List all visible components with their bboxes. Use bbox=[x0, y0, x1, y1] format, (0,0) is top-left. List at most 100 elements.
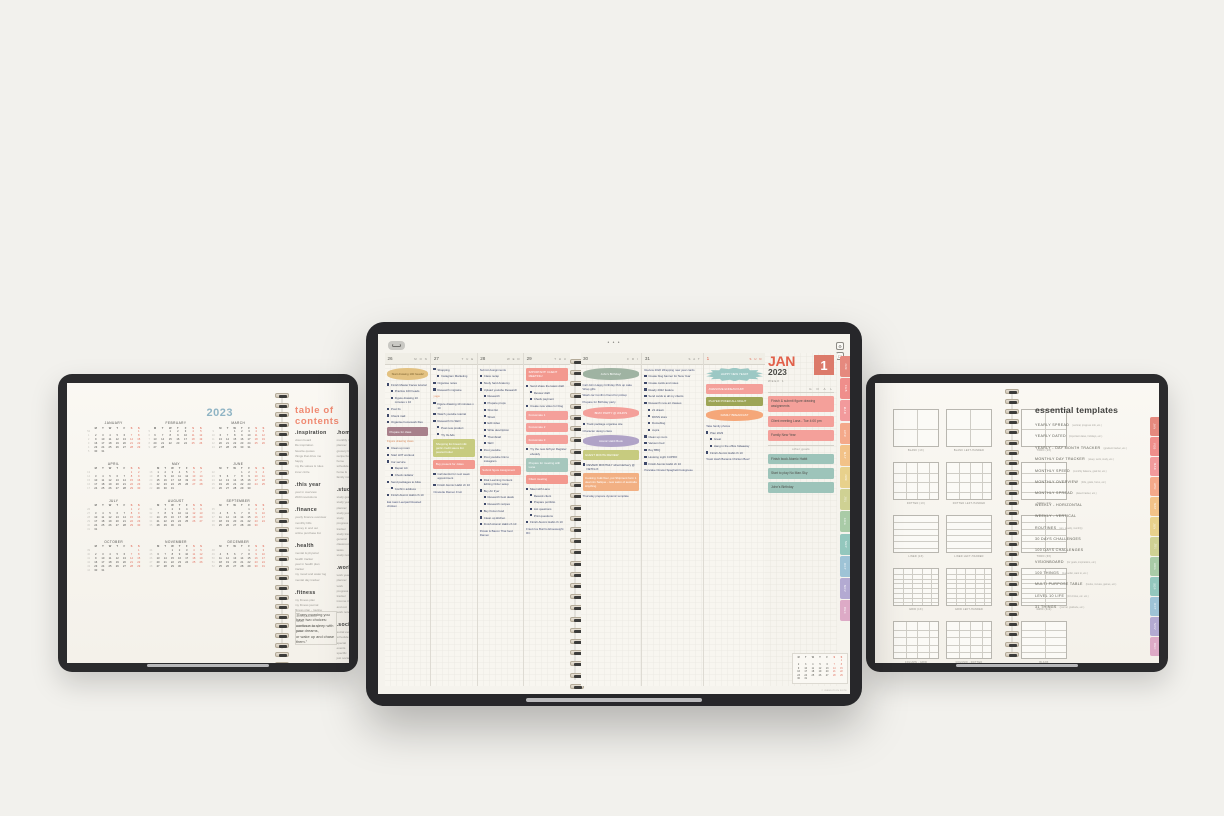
subtask-item[interactable]: Hang in the office hideaway bbox=[706, 444, 763, 448]
template-row[interactable]: VISIONBOARD (for goals, inspirations, etc… bbox=[1035, 560, 1143, 564]
template-row[interactable]: MONTHLY OVERVIEW (bills, goals, focus, et… bbox=[1035, 480, 1143, 484]
toc-line[interactable]: monthly meal planner bbox=[336, 438, 349, 448]
task-item[interactable]: Buy BBQ bbox=[644, 448, 701, 452]
checkbox-icon[interactable] bbox=[479, 516, 483, 519]
other-goal-cards[interactable]: Finish book Atomic Habit Start to play No… bbox=[768, 453, 834, 494]
checkbox-icon[interactable] bbox=[479, 489, 483, 492]
task-item[interactable]: Risk Learning Content Editing Order setu… bbox=[479, 478, 521, 486]
task-item[interactable]: Upload youtube Research bbox=[479, 388, 521, 392]
blob-sticker[interactable]: Atomic Habit Book bbox=[582, 435, 640, 448]
month-tab-mar[interactable]: MAR bbox=[1150, 457, 1159, 476]
checkbox-icon[interactable] bbox=[479, 448, 483, 452]
note-text[interactable]: Take family photos bbox=[706, 423, 731, 428]
checkbox-icon[interactable] bbox=[530, 514, 533, 517]
tablet-right-screen[interactable]: BLANK (1X) DOTTED (1X) LINED (1X) GRID (1X)… bbox=[875, 383, 1159, 663]
checkbox-icon[interactable] bbox=[479, 388, 483, 391]
subtask-item[interactable]: Confirm address bbox=[387, 487, 428, 491]
sticky-note[interactable]: Shopping list bread milk garlic credit s… bbox=[433, 439, 475, 457]
checkbox-icon[interactable] bbox=[648, 415, 651, 418]
task-item[interactable]: Plan 2023 bbox=[706, 431, 763, 435]
mini-month[interactable]: FEBRUARY M T W T F S S 5 1 2 3 4 5 6 6 7 8 9 10 11 12 7 13 14 15 1… bbox=[147, 421, 204, 454]
toc-line[interactable]: monthly bills bbox=[295, 520, 312, 525]
checkbox-icon[interactable] bbox=[387, 407, 390, 410]
month-tab-dec[interactable]: DEC bbox=[1150, 637, 1159, 656]
checkbox-icon[interactable] bbox=[433, 483, 436, 486]
subtask-item[interactable]: Prepare portfolio bbox=[526, 500, 567, 504]
checkbox-icon[interactable] bbox=[433, 472, 436, 476]
checkbox-icon[interactable] bbox=[644, 448, 647, 452]
month-tab-jun[interactable]: JUN bbox=[1150, 517, 1159, 536]
task-item[interactable]: Figure drawing 10 minutes x 10 bbox=[433, 402, 474, 410]
task-item[interactable]: Create cards and notes bbox=[644, 381, 701, 385]
month-tab-may[interactable]: MAY bbox=[1150, 497, 1159, 516]
checkbox-icon[interactable] bbox=[433, 368, 436, 371]
task-item[interactable]: Start HIIT workout bbox=[387, 453, 428, 457]
task-item[interactable]: Watch youtube tutorial bbox=[433, 412, 474, 416]
task-item[interactable]: Call dentist for next week appointment bbox=[433, 472, 474, 480]
mini-month[interactable]: NOVEMBER M T W T F S S 44 1 2 3 4 5 45 6 7 8 9 10 11 12 46 13 14… bbox=[147, 540, 204, 573]
toc-heading[interactable]: .social bbox=[336, 622, 349, 628]
task-item[interactable]: Send packages to Alice bbox=[387, 480, 428, 484]
template-thumbnail[interactable]: BLANK bbox=[1021, 621, 1067, 663]
subtask-item[interactable]: Rework client bbox=[526, 494, 567, 498]
toc-heading[interactable]: .study bbox=[336, 487, 349, 493]
note-text[interactable]: Review 2022 Wrapping new year cards bbox=[644, 367, 695, 372]
mini-month[interactable]: MAY M T W T F S S 18 1 2 3 4 5 6 7 19 8 9 10 11 12 13 14 20 15 16 1… bbox=[147, 462, 204, 491]
mini-month-calendar[interactable]: M T W T F S S 1 2 3 4 5 6 7 8 9 10 11 12 13 14 15 16 17 18 19 20 21… bbox=[792, 652, 848, 684]
template-row[interactable]: 30 DAYS CHALLENGES bbox=[1035, 537, 1143, 541]
task-item[interactable]: Finish Atomic Habit ch 10 bbox=[479, 522, 521, 526]
toc-heading[interactable]: .fitness bbox=[295, 589, 316, 596]
checkbox-icon[interactable] bbox=[710, 438, 713, 441]
toc-line[interactable]: home & family notes bbox=[336, 469, 349, 479]
gear-icon[interactable]: ⚙ bbox=[836, 342, 844, 350]
subtask-item[interactable]: Post new product bbox=[433, 426, 474, 430]
sticky-note[interactable]: Prepare for class bbox=[387, 427, 429, 437]
checkbox-icon[interactable] bbox=[433, 388, 436, 391]
checkbox-icon[interactable] bbox=[479, 523, 483, 526]
checkbox-icon[interactable] bbox=[706, 451, 709, 454]
task-item[interactable]: Research new art classes bbox=[644, 401, 701, 405]
month-tab-jul[interactable]: JUL bbox=[1150, 537, 1159, 556]
task-item[interactable]: Create blog banner for New Year bbox=[644, 374, 701, 378]
checkbox-icon[interactable] bbox=[644, 401, 647, 405]
toc-line[interactable]: mental day tracker bbox=[295, 577, 320, 582]
task-item[interactable]: Finish Master Faces tutorial bbox=[387, 383, 428, 387]
sticky-note[interactable]: Focusmate 1 bbox=[526, 410, 568, 420]
month-tab-feb[interactable]: FEB bbox=[840, 378, 850, 400]
template-thumbnail[interactable]: LINED LEFT-HANDED bbox=[946, 515, 992, 558]
month-tab-jul[interactable]: JUL bbox=[840, 489, 850, 511]
subtask-item[interactable]: Review draft bbox=[526, 391, 567, 395]
subtask-item[interactable]: Great bbox=[706, 437, 763, 441]
subtask-item[interactable]: Repair AC bbox=[387, 466, 428, 470]
subtask-item[interactable]: Prepare props bbox=[480, 401, 521, 405]
task-item[interactable]: Study hard Anatomy bbox=[479, 381, 521, 385]
subtask-item[interactable]: cupra bbox=[644, 428, 701, 432]
month-tab-aug[interactable]: AUG bbox=[1150, 557, 1159, 576]
toc-line[interactable]: study yearly planner bbox=[336, 500, 349, 510]
note-text[interactable]: Pancake Omelet Spaghetti bolognese bbox=[644, 468, 693, 473]
mini-month[interactable]: MARCH M T W T F S S 9 1 2 3 4 5 10 6 7 8 9 10 11 12 11 13 14 15 16… bbox=[210, 421, 267, 454]
sticky-note[interactable]: Focusmate 3 bbox=[526, 435, 568, 445]
month-tab-sep[interactable]: SEP bbox=[1150, 577, 1159, 596]
checkbox-icon[interactable] bbox=[387, 383, 390, 386]
checkbox-icon[interactable] bbox=[483, 421, 486, 424]
month-tab-sep[interactable]: SEP bbox=[840, 533, 850, 555]
checkbox-icon[interactable] bbox=[526, 384, 529, 387]
subtask-item[interactable]: Domeblog bbox=[644, 421, 701, 425]
template-row[interactable]: WEEKLY - HORIZONTAL bbox=[1035, 503, 1143, 507]
highlight-note[interactable]: Figure drawing class bbox=[387, 439, 414, 444]
month-tab-mar[interactable]: MAR bbox=[840, 400, 850, 422]
subtask-item[interactable]: Write description bbox=[480, 428, 521, 432]
task-item[interactable]: Finish Atomic Habit ch 10 bbox=[387, 493, 428, 497]
blob-sticker[interactable]: Start drawing 100 heads! bbox=[387, 367, 429, 380]
checkbox-icon[interactable] bbox=[644, 455, 647, 458]
template-row[interactable]: WEEKLY - VERTICAL bbox=[1035, 514, 1143, 518]
checkbox-icon[interactable] bbox=[391, 396, 393, 399]
month-tab-feb[interactable]: FEB bbox=[1150, 437, 1159, 456]
checkbox-icon[interactable] bbox=[483, 496, 486, 499]
goal-card[interactable]: Finish & submit figure drawing assignmen… bbox=[768, 396, 834, 413]
note-text[interactable]: Thursday prepare dynamic template bbox=[582, 494, 629, 499]
task-item[interactable]: Track package organise site bbox=[582, 422, 640, 426]
toc-heading[interactable]: .inspiration bbox=[295, 430, 327, 436]
month-tabs-center[interactable]: JAN FEB MAR APR MAY JUN JUL AUG SEP OCT NOV DEC bbox=[840, 356, 850, 622]
